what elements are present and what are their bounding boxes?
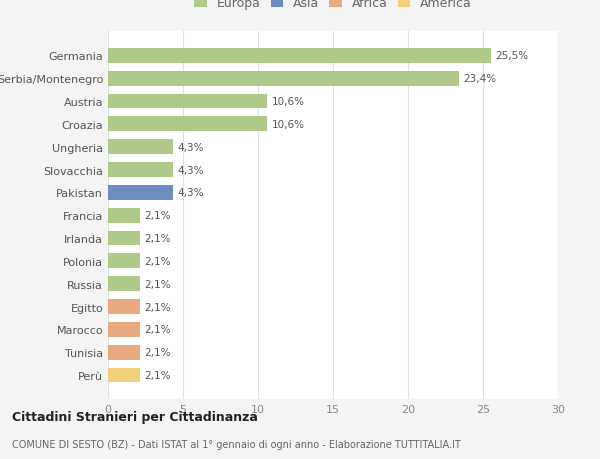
- Bar: [108, 368, 139, 383]
- Text: Cittadini Stranieri per Cittadinanza: Cittadini Stranieri per Cittadinanza: [12, 410, 258, 423]
- Bar: [108, 345, 139, 360]
- Bar: [108, 140, 173, 155]
- Text: 10,6%: 10,6%: [271, 120, 305, 129]
- Text: 2,1%: 2,1%: [144, 325, 170, 335]
- Text: 25,5%: 25,5%: [495, 51, 528, 61]
- Bar: [108, 322, 139, 337]
- Bar: [108, 231, 139, 246]
- Text: 2,1%: 2,1%: [144, 370, 170, 380]
- Bar: [108, 49, 491, 64]
- Bar: [108, 254, 139, 269]
- Legend: Europa, Asia, Africa, America: Europa, Asia, Africa, America: [191, 0, 475, 12]
- Bar: [108, 117, 267, 132]
- Text: 4,3%: 4,3%: [177, 188, 203, 198]
- Text: 2,1%: 2,1%: [144, 279, 170, 289]
- Bar: [108, 163, 173, 178]
- Text: 2,1%: 2,1%: [144, 234, 170, 244]
- Bar: [108, 208, 139, 223]
- Text: 2,1%: 2,1%: [144, 302, 170, 312]
- Text: 10,6%: 10,6%: [271, 97, 305, 107]
- Text: 2,1%: 2,1%: [144, 256, 170, 266]
- Bar: [108, 277, 139, 291]
- Text: 2,1%: 2,1%: [144, 347, 170, 358]
- Text: COMUNE DI SESTO (BZ) - Dati ISTAT al 1° gennaio di ogni anno - Elaborazione TUTT: COMUNE DI SESTO (BZ) - Dati ISTAT al 1° …: [12, 440, 461, 449]
- Bar: [108, 72, 459, 86]
- Text: 4,3%: 4,3%: [177, 165, 203, 175]
- Text: 2,1%: 2,1%: [144, 211, 170, 221]
- Text: 4,3%: 4,3%: [177, 142, 203, 152]
- Text: 23,4%: 23,4%: [464, 74, 497, 84]
- Bar: [108, 185, 173, 200]
- Bar: [108, 299, 139, 314]
- Bar: [108, 95, 267, 109]
